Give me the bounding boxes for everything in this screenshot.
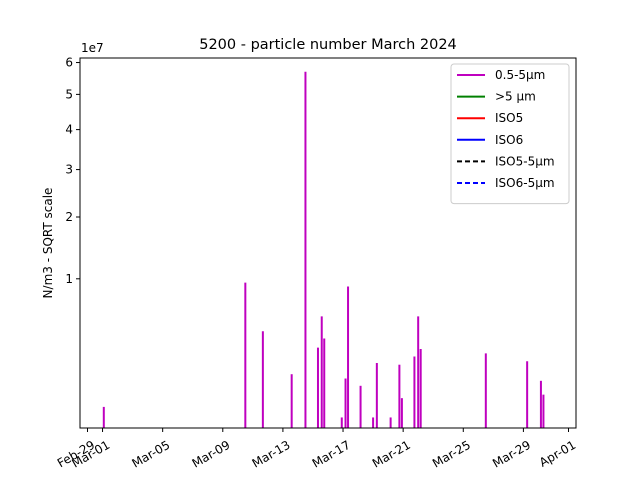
- legend-label: >5 µm: [495, 90, 536, 104]
- x-tick-label: Mar-09: [190, 438, 233, 471]
- legend-label: ISO5: [495, 111, 523, 125]
- legend-label: ISO5-5µm: [495, 154, 555, 168]
- legend-label: ISO6-5µm: [495, 176, 555, 190]
- axes-frame: [79, 57, 577, 429]
- chart-title: 5200 - particle number March 2024: [199, 37, 457, 53]
- x-tick-label: Mar-05: [129, 438, 172, 471]
- y-axis: 1 2 3 4 5 6: [65, 56, 80, 286]
- y-axis-label: N/m3 - SQRT scale: [41, 188, 55, 299]
- legend: 0.5-5µm >5 µm ISO5 ISO6 ISO5-5µm ISO6-5µm: [450, 63, 570, 205]
- y-tick-label: 1: [65, 272, 73, 286]
- y-tick-label: 5: [65, 87, 73, 101]
- y-tick-label: 4: [65, 123, 73, 137]
- x-tick-label: Mar-25: [430, 438, 473, 471]
- plot-area: [102, 71, 545, 428]
- y-tick-label: 3: [65, 163, 73, 177]
- x-tick-label: Mar-21: [370, 438, 413, 471]
- legend-label: 0.5-5µm: [495, 68, 545, 82]
- legend-box: [450, 63, 570, 205]
- y-axis-offset-label: 1e7: [81, 41, 104, 55]
- legend-label: ISO6: [495, 133, 523, 147]
- x-tick-label: Apr-01: [537, 438, 578, 470]
- x-tick-label: Mar-13: [250, 438, 293, 471]
- y-tick-label: 2: [65, 210, 73, 224]
- x-tick-label: Mar-29: [490, 438, 533, 471]
- y-tick-label: 6: [65, 56, 73, 70]
- x-tick-label: Mar-17: [310, 438, 353, 471]
